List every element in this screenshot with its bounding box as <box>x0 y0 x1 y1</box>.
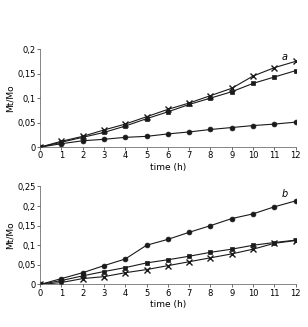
Pasteur pipette <box>251 81 255 85</box>
syringe <box>38 145 42 149</box>
syringe <box>166 237 170 241</box>
syringe <box>187 230 191 234</box>
Pasteur pipette <box>59 279 63 283</box>
progesterone <box>187 101 191 105</box>
progesterone <box>230 252 234 256</box>
progesterone <box>230 86 234 90</box>
Line: progesterone: progesterone <box>37 58 299 151</box>
progesterone <box>273 66 276 70</box>
syringe <box>166 132 170 136</box>
Pasteur pipette <box>230 90 234 94</box>
Y-axis label: Mt/Mo: Mt/Mo <box>6 222 15 249</box>
Line: Pasteur pipette: Pasteur pipette <box>38 238 298 287</box>
X-axis label: time (h): time (h) <box>150 163 186 172</box>
progesterone <box>145 115 148 119</box>
syringe <box>294 199 298 203</box>
Pasteur pipette <box>124 266 127 269</box>
Pasteur pipette <box>102 269 106 273</box>
Pasteur pipette <box>145 117 148 121</box>
Pasteur pipette <box>166 258 170 262</box>
Line: progesterone: progesterone <box>37 237 299 288</box>
Pasteur pipette <box>230 247 234 251</box>
syringe <box>294 120 298 124</box>
Line: Pasteur pipette: Pasteur pipette <box>38 68 298 149</box>
progesterone <box>81 277 84 281</box>
syringe <box>124 135 127 139</box>
Pasteur pipette <box>124 124 127 128</box>
Pasteur pipette <box>273 241 276 245</box>
progesterone <box>251 247 255 251</box>
progesterone <box>166 107 170 111</box>
progesterone <box>145 267 148 271</box>
syringe <box>251 212 255 216</box>
syringe <box>81 271 84 275</box>
Pasteur pipette <box>251 243 255 247</box>
progesterone <box>209 256 212 260</box>
syringe <box>145 243 148 247</box>
progesterone <box>251 74 255 78</box>
syringe <box>38 283 42 286</box>
progesterone <box>102 275 106 279</box>
progesterone <box>38 283 42 286</box>
Legend: syringe, Pasteur pipette, progesterone: syringe, Pasteur pipette, progesterone <box>66 202 270 211</box>
progesterone <box>81 134 84 138</box>
progesterone <box>38 145 42 149</box>
syringe <box>102 264 106 267</box>
syringe <box>273 122 276 126</box>
progesterone <box>59 281 63 284</box>
Pasteur pipette <box>209 96 212 100</box>
Text: a: a <box>282 52 288 62</box>
Pasteur pipette <box>187 103 191 107</box>
progesterone <box>124 271 127 275</box>
Line: syringe: syringe <box>38 198 298 287</box>
Pasteur pipette <box>102 130 106 134</box>
progesterone <box>102 128 106 132</box>
progesterone <box>59 139 63 143</box>
Line: syringe: syringe <box>38 120 298 149</box>
syringe <box>102 137 106 141</box>
progesterone <box>124 122 127 126</box>
Pasteur pipette <box>38 145 42 149</box>
progesterone <box>209 94 212 97</box>
syringe <box>145 134 148 138</box>
Pasteur pipette <box>294 238 298 242</box>
Pasteur pipette <box>81 135 84 139</box>
Pasteur pipette <box>38 283 42 286</box>
progesterone <box>187 260 191 264</box>
Pasteur pipette <box>187 254 191 258</box>
syringe <box>230 216 234 220</box>
X-axis label: time (h): time (h) <box>150 301 186 309</box>
syringe <box>81 139 84 143</box>
Pasteur pipette <box>145 261 148 265</box>
syringe <box>251 124 255 128</box>
syringe <box>209 128 212 131</box>
Pasteur pipette <box>209 250 212 254</box>
Pasteur pipette <box>273 75 276 79</box>
syringe <box>59 142 63 146</box>
progesterone <box>294 239 298 243</box>
Y-axis label: Mt/Mo: Mt/Mo <box>6 84 15 112</box>
Pasteur pipette <box>294 69 298 73</box>
progesterone <box>273 241 276 245</box>
syringe <box>124 257 127 261</box>
Pasteur pipette <box>59 140 63 144</box>
progesterone <box>294 59 298 63</box>
syringe <box>59 277 63 281</box>
progesterone <box>166 264 170 267</box>
Pasteur pipette <box>81 274 84 278</box>
syringe <box>209 224 212 228</box>
syringe <box>273 205 276 209</box>
Pasteur pipette <box>166 110 170 114</box>
Text: b: b <box>282 189 288 199</box>
syringe <box>230 126 234 129</box>
syringe <box>187 130 191 134</box>
